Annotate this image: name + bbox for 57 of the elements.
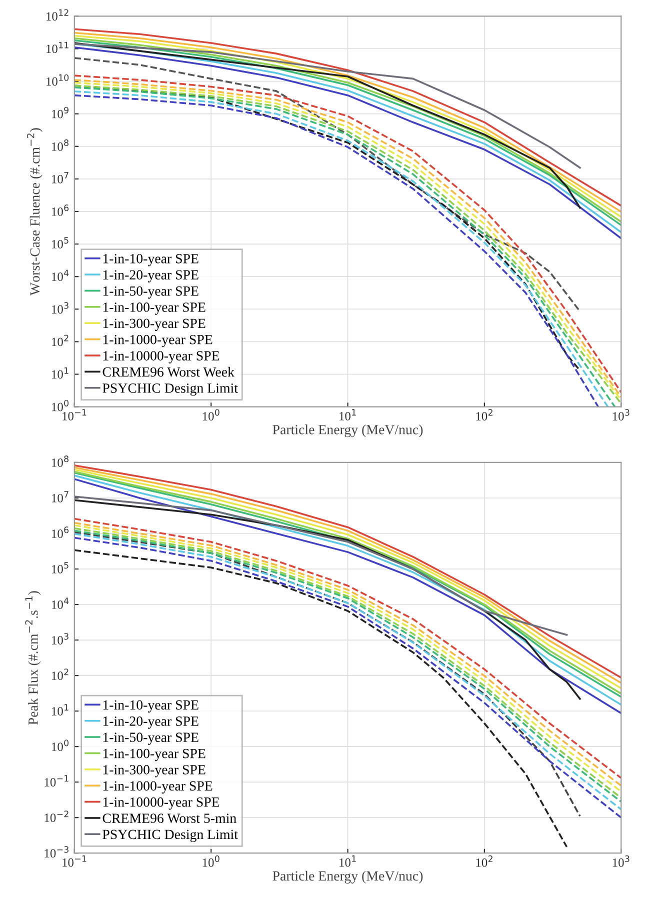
x-tick-label: 10$^{−1}$ xyxy=(62,855,86,867)
legend-label: 1-in-1000-year SPE xyxy=(103,781,212,794)
y-tick-label: 10$^{0}$ xyxy=(52,400,69,412)
y-tick-label: 10$^{8}$ xyxy=(52,139,69,151)
y-tick-label: 10$^{7}$ xyxy=(52,491,68,502)
y-tick-label: 10$^{6}$ xyxy=(52,204,69,216)
y-tick-label: 10$^{8}$ xyxy=(52,456,69,467)
y-tick-label: 10$^{−3}$ xyxy=(44,846,68,858)
legend-label: 1-in-20-year SPE xyxy=(103,716,198,729)
legend-label: 1-in-10000-year SPE xyxy=(103,797,220,810)
legend-label: PSYCHIC Design Limit xyxy=(102,383,238,396)
legend-label: PSYCHIC Design Limit xyxy=(102,830,238,842)
x-axis-title: Particle Energy (MeV/nuc) xyxy=(272,424,423,438)
legend-label: 1-in-10-year SPE xyxy=(103,254,198,266)
x-tick-label: 10$^{1}$ xyxy=(340,409,356,420)
x-axis-title: Particle Energy (MeV/nuc) xyxy=(272,870,423,884)
y-tick-label: 10$^{9}$ xyxy=(52,106,68,118)
y-tick-label: 10$^{3}$ xyxy=(52,302,68,314)
x-tick-label: 10$^{2}$ xyxy=(476,409,492,421)
legend-label: CREME96 Worst Week xyxy=(102,366,234,377)
y-tick-label: 10$^{1}$ xyxy=(52,704,68,716)
y-axis-title: Worst-Case Fluence (#.cm$^{−2}$) xyxy=(26,128,42,296)
y-tick-label: 10$^{3}$ xyxy=(52,633,68,644)
y-tick-label: 10$^{−2}$ xyxy=(44,810,68,822)
legend-label: 1-in-50-year SPE xyxy=(103,732,198,745)
x-tick-label: 10$^{0}$ xyxy=(202,855,220,867)
legend-label: 1-in-1000-year SPE xyxy=(103,334,212,348)
legend-label: 1-in-100-year SPE xyxy=(103,748,206,762)
y-tick-label: 10$^{4}$ xyxy=(52,598,69,609)
legend-label: 1-in-50-year SPE xyxy=(103,286,198,299)
y-tick-label: 10$^{2}$ xyxy=(52,668,68,680)
y-tick-label: 10$^{12}$ xyxy=(46,9,68,21)
x-tick-label: 10$^{3}$ xyxy=(612,855,630,867)
legend-label: 1-in-100-year SPE xyxy=(103,302,206,315)
x-tick-label: 10$^{0}$ xyxy=(202,409,220,421)
y-tick-label: 10$^{5}$ xyxy=(52,237,68,248)
y-axis-title: Peak Flux (#.cm$^{−2}$.s$^{−1}$) xyxy=(25,591,41,725)
x-tick-label: 10$^{2}$ xyxy=(476,855,492,867)
legend-label: 1-in-10000-year SPE xyxy=(103,351,220,364)
legend-label: 1-in-300-year SPE xyxy=(103,318,206,331)
y-tick-label: 10$^{4}$ xyxy=(52,270,69,281)
legend-label: 1-in-10-year SPE xyxy=(103,700,198,712)
y-tick-label: 10$^{5}$ xyxy=(52,562,68,574)
y-tick-label: 10$^{10}$ xyxy=(46,74,69,86)
x-tick-label: 10$^{3}$ xyxy=(612,409,630,421)
legend-label: CREME96 Worst 5-min xyxy=(102,814,236,824)
y-tick-label: 10$^{0}$ xyxy=(52,740,69,752)
y-tick-label: 10$^{6}$ xyxy=(52,526,69,538)
legend-label: 1-in-20-year SPE xyxy=(103,270,198,282)
y-tick-label: 10$^{7}$ xyxy=(52,172,68,184)
x-tick-label: 10$^{−1}$ xyxy=(62,409,86,420)
x-tick-label: 10$^{1}$ xyxy=(340,855,356,867)
y-tick-label: 10$^{11}$ xyxy=(46,42,68,54)
y-tick-label: 10$^{1}$ xyxy=(52,367,68,379)
y-tick-label: 10$^{−1}$ xyxy=(44,775,68,786)
legend-label: 1-in-300-year SPE xyxy=(103,765,206,778)
y-tick-label: 10$^{2}$ xyxy=(52,334,68,346)
